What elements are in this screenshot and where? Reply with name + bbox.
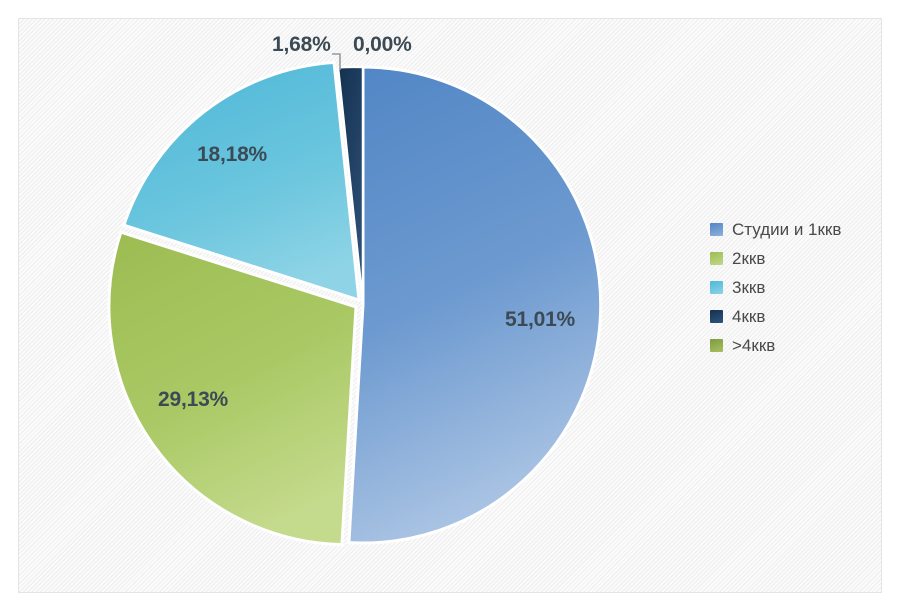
legend-swatch-icon [710, 252, 723, 265]
slice-value-label-studii-i-1kkv: 51,01% [505, 308, 576, 331]
legend-item-2kkv[interactable]: 2ккв [710, 244, 880, 273]
pie-slice-3kkv[interactable] [121, 60, 361, 303]
slice-value-label-2kkv: 29,13% [158, 388, 229, 411]
legend-item-label: 4ккв [732, 306, 766, 326]
legend-item-label: >4ккв [732, 335, 776, 355]
legend-item-3kkv[interactable]: 3ккв [710, 273, 880, 302]
legend-item-4kkv[interactable]: 4ккв [710, 302, 880, 331]
legend-item-label: Студии и 1ккв [732, 219, 842, 239]
legend-swatch-icon [710, 310, 723, 323]
pie-slice-studii-i-1kkv[interactable] [347, 65, 603, 545]
legend-item-label: 3ккв [732, 277, 766, 297]
slice-value-label-gt4kkv: 0,00% [353, 33, 412, 56]
pie-slice-4kkv[interactable] [336, 65, 365, 306]
leader-line-4kkv [332, 53, 341, 70]
slice-value-label-4kkv: 1,68% [272, 33, 331, 56]
legend-item-studii-i-1kkv[interactable]: Студии и 1ккв [710, 215, 880, 244]
legend-item-gt4kkv[interactable]: >4ккв [710, 331, 880, 360]
legend-swatch-icon [710, 339, 723, 352]
pie-slice-2kkv[interactable] [107, 230, 358, 547]
legend-item-label: 2ккв [732, 248, 766, 268]
legend-swatch-icon [710, 223, 723, 236]
legend: Студии и 1ккв 2ккв 3ккв 4ккв >4ккв [710, 215, 880, 360]
legend-swatch-icon [710, 281, 723, 294]
slice-value-label-3kkv: 18,18% [197, 143, 268, 166]
